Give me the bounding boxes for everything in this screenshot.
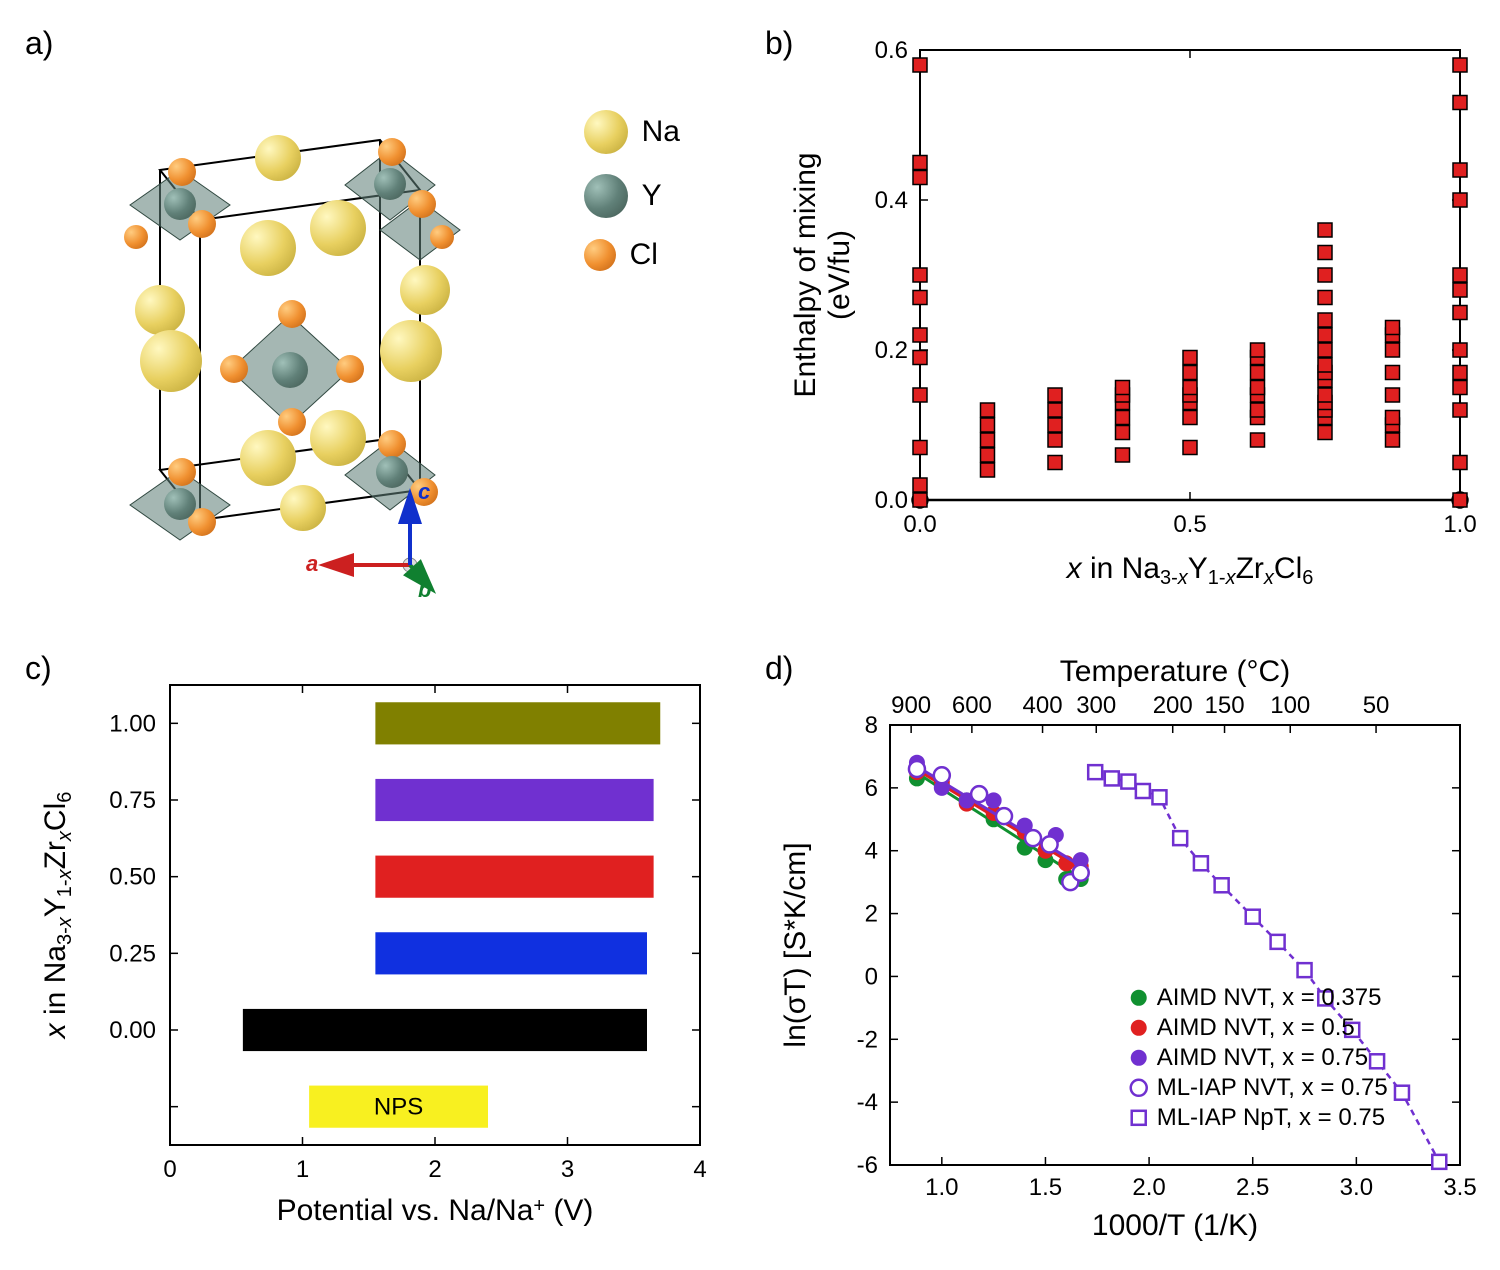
svg-text:0.00: 0.00 (109, 1017, 156, 1044)
svg-text:0: 0 (163, 1156, 176, 1183)
svg-text:4: 4 (693, 1156, 706, 1183)
svg-text:900: 900 (891, 692, 931, 719)
svg-text:-4: -4 (857, 1089, 878, 1116)
axis-b-label: b (418, 577, 431, 603)
svg-text:1: 1 (296, 1156, 309, 1183)
panel-d-chart: 1.0 1.5 2.0 2.5 3.0 3.5 -6 -4 -2 0 2 4 6 8 900 600 400 30… (760, 645, 1480, 1245)
svg-text:0.0: 0.0 (875, 487, 908, 514)
svg-text:0: 0 (865, 963, 878, 990)
svg-text:4: 4 (865, 838, 878, 865)
legend-cl: Cl (630, 238, 658, 272)
panel-c-chart: 0 1 2 3 4 1.00 0.75 0.50 0.25 0.00 NPS Potential vs… (20, 645, 740, 1245)
panel-c: c) 012341.000.750.500.250.00NPSPotential… (20, 645, 740, 1250)
svg-text:3.0: 3.0 (1340, 1174, 1373, 1201)
svg-text:1.5: 1.5 (1029, 1174, 1062, 1201)
legend-y: Y (642, 179, 662, 213)
svg-text:1.00: 1.00 (109, 710, 156, 737)
svg-text:NPS: NPS (374, 1094, 423, 1121)
svg-text:2.5: 2.5 (1236, 1174, 1269, 1201)
svg-text:3: 3 (561, 1156, 574, 1183)
svg-text:3.5: 3.5 (1443, 1174, 1476, 1201)
svg-text:8: 8 (865, 712, 878, 739)
svg-text:6: 6 (865, 775, 878, 802)
svg-text:100: 100 (1270, 692, 1310, 719)
svg-text:2: 2 (428, 1156, 441, 1183)
svg-text:ln(σT) [S*K/cm]: ln(σT) [S*K/cm] (779, 842, 812, 1047)
axes-compass: a b c (300, 485, 460, 605)
svg-text:x in Na3-xY1-xZrxCl6: x in Na3-xY1-xZrxCl6 (39, 792, 76, 1041)
panel-a-legend: Na Y Cl (584, 110, 680, 292)
svg-text:AIMD NVT, x = 0.5: AIMD NVT, x = 0.5 (1157, 1014, 1355, 1041)
panel-b-chart: 0.0 0.2 0.4 0.6 0.0 0.5 1.0 x in Na3-xY1-xZrxCl… (760, 20, 1480, 620)
svg-text:-6: -6 (857, 1152, 878, 1179)
svg-text:1000/T (1/K): 1000/T (1/K) (1092, 1209, 1258, 1242)
svg-text:0.2: 0.2 (875, 337, 908, 364)
svg-text:Potential vs. Na/Na+ (V): Potential vs. Na/Na+ (V) (277, 1194, 594, 1227)
panel-a: a) (20, 20, 740, 625)
panel-d: d) 1.01.52.02.53.03.5-6-4-20246890060040… (760, 645, 1480, 1250)
svg-text:0.4: 0.4 (875, 187, 908, 214)
svg-text:0.75: 0.75 (109, 787, 156, 814)
svg-text:0.50: 0.50 (109, 864, 156, 891)
axis-c-label: c (418, 479, 430, 505)
panel-b: b) 0.00.20.40.60.00.51.0x in Na3-xY1-xZr… (760, 20, 1480, 625)
svg-text:ML-IAP NVT, x = 0.75: ML-IAP NVT, x = 0.75 (1157, 1074, 1388, 1101)
svg-text:150: 150 (1205, 692, 1245, 719)
svg-text:50: 50 (1363, 692, 1390, 719)
svg-text:-2: -2 (857, 1026, 878, 1053)
svg-text:200: 200 (1153, 692, 1193, 719)
svg-text:AIMD NVT, x = 0.375: AIMD NVT, x = 0.375 (1157, 984, 1382, 1011)
svg-text:x in Na3-xY1-xZrxCl6: x in Na3-xY1-xZrxCl6 (1065, 552, 1314, 589)
panel-a-label: a) (25, 25, 53, 62)
svg-text:600: 600 (952, 692, 992, 719)
svg-text:AIMD NVT, x = 0.75: AIMD NVT, x = 0.75 (1157, 1044, 1368, 1071)
svg-text:Temperature (°C): Temperature (°C) (1060, 655, 1290, 688)
svg-text:0.25: 0.25 (109, 940, 156, 967)
svg-text:0.6: 0.6 (875, 37, 908, 64)
legend-na: Na (642, 115, 680, 149)
axis-a-label: a (306, 551, 318, 577)
svg-text:0.5: 0.5 (1173, 511, 1206, 538)
svg-text:400: 400 (1023, 692, 1063, 719)
svg-text:Enthalpy of mixing(eV/fu): Enthalpy of mixing(eV/fu) (789, 152, 856, 397)
svg-text:2.0: 2.0 (1132, 1174, 1165, 1201)
crystal-structure (80, 70, 480, 550)
svg-text:300: 300 (1076, 692, 1116, 719)
svg-text:0.0: 0.0 (903, 511, 936, 538)
svg-text:ML-IAP NpT, x = 0.75: ML-IAP NpT, x = 0.75 (1157, 1104, 1385, 1131)
svg-text:2: 2 (865, 901, 878, 928)
svg-text:1.0: 1.0 (1443, 511, 1476, 538)
svg-text:1.0: 1.0 (925, 1174, 958, 1201)
